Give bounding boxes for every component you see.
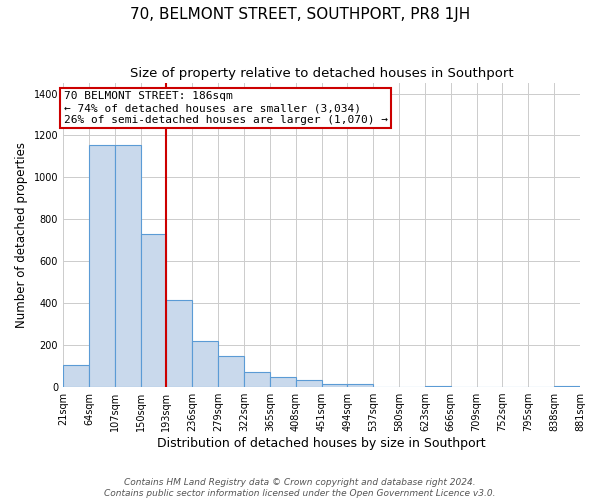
Title: Size of property relative to detached houses in Southport: Size of property relative to detached ho… (130, 68, 514, 80)
Text: Contains HM Land Registry data © Crown copyright and database right 2024.
Contai: Contains HM Land Registry data © Crown c… (104, 478, 496, 498)
Bar (322, 384, 347, 387)
Text: 70, BELMONT STREET, SOUTHPORT, PR8 1JH: 70, BELMONT STREET, SOUTHPORT, PR8 1JH (130, 8, 470, 22)
Bar (347, 384, 373, 387)
X-axis label: Distribution of detached houses by size in Southport: Distribution of detached houses by size … (157, 437, 486, 450)
Bar (192, 341, 218, 387)
Bar (425, 386, 451, 387)
Bar (89, 145, 115, 387)
Bar (296, 380, 322, 387)
Bar (140, 234, 166, 387)
Y-axis label: Number of detached properties: Number of detached properties (15, 142, 28, 328)
Text: 70 BELMONT STREET: 186sqm
← 74% of detached houses are smaller (3,034)
26% of se: 70 BELMONT STREET: 186sqm ← 74% of detac… (64, 92, 388, 124)
Bar (218, 356, 244, 387)
Bar (166, 300, 192, 387)
Bar (554, 386, 580, 387)
Bar (244, 372, 270, 387)
Bar (63, 364, 89, 387)
Bar (115, 145, 140, 387)
Bar (270, 376, 296, 387)
